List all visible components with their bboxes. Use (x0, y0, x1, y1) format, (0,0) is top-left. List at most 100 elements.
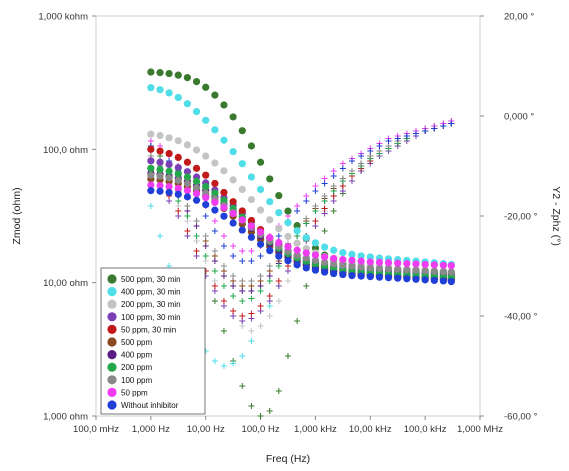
zmod-point (238, 226, 246, 234)
zmod-point (192, 164, 201, 172)
zmod-point (284, 243, 292, 251)
zmod-point (202, 171, 210, 179)
zmod-point (192, 78, 201, 86)
zmod-point (311, 256, 320, 264)
legend-label: 400 ppm (121, 351, 152, 360)
zmod-point (266, 233, 274, 242)
zmod-point (321, 243, 329, 251)
phase-point (294, 318, 301, 324)
phase-point (348, 168, 355, 174)
zmod-point (183, 158, 192, 166)
legend-marker (107, 350, 117, 360)
zmod-point (247, 233, 256, 241)
zmod-point (211, 126, 219, 134)
zmod-point (202, 116, 210, 124)
zmod-point (165, 134, 173, 142)
phase-point (257, 303, 264, 309)
zmod-point (238, 207, 246, 215)
zmod-point (348, 271, 356, 280)
phase-point (239, 288, 246, 294)
phase-point (275, 298, 282, 304)
zmod-point (156, 181, 164, 190)
zmod-point (275, 252, 283, 260)
phase-point (230, 283, 237, 289)
phase-point (211, 283, 218, 289)
legend-marker (107, 287, 117, 297)
legend-label: 500 ppm, 30 min (121, 275, 181, 284)
zmod-point (165, 167, 173, 175)
phase-series-group (147, 120, 455, 284)
phase-point (412, 130, 419, 137)
zmod-point (293, 227, 301, 235)
zmod-point (211, 159, 219, 167)
zmod-series-group (147, 181, 455, 270)
phase-point (220, 283, 227, 289)
zmod-point (238, 160, 246, 168)
zmod-point (174, 71, 182, 79)
zmod-point (165, 160, 173, 169)
phase-point (376, 143, 383, 149)
legend-label: 400 ppm, 30 min (121, 288, 181, 297)
zmod-point (174, 190, 182, 198)
zmod-point (192, 190, 201, 198)
phase-point (193, 218, 200, 224)
legend-label: 50 ppm (121, 388, 148, 397)
zmod-point (147, 84, 155, 92)
phase-point (339, 165, 346, 172)
zmod-point (394, 274, 402, 282)
zmod-point (302, 249, 310, 257)
zmod-point (275, 209, 283, 217)
phase-point (348, 158, 355, 164)
zmod-point (202, 201, 210, 209)
zmod-point (339, 270, 347, 279)
phase-point (321, 180, 328, 187)
zmod-point (311, 239, 320, 247)
zmod-point (439, 277, 447, 285)
zmod-point (348, 262, 356, 270)
zmod-point (284, 207, 292, 215)
zmod-point (192, 107, 201, 116)
x-tick-label: 100,0 mHz (73, 424, 119, 435)
zmod-point (284, 257, 292, 265)
right-y-axis-title: Y2 - Zphz (°) (550, 186, 562, 246)
legend-label: 100 ppm (121, 376, 152, 385)
phase-point (275, 278, 282, 284)
phase-point (330, 208, 337, 214)
legend-box (100, 267, 206, 415)
zmod-point (165, 69, 173, 78)
zmod-point (339, 255, 347, 264)
zmod-series-group (147, 187, 455, 286)
zmod-point (339, 261, 347, 269)
legend-marker (107, 362, 117, 372)
phase-point (230, 360, 237, 367)
legend-label: 50 ppm, 30 min (121, 325, 176, 334)
zmod-point (202, 193, 210, 202)
x-tick-label: 100,0 Hz (242, 424, 280, 435)
phase-point (220, 243, 227, 249)
phase-point (211, 218, 218, 224)
phase-point (184, 213, 191, 219)
right-y-tick-label: 0,000 ° (504, 112, 534, 123)
zmod-point (147, 145, 155, 153)
legend-items: 500 ppm, 30 min 400 ppm, 30 min 200 ppm, 3… (107, 274, 181, 410)
left-y-axis-ticks: 1,000 ohm 10,00 ohm 100,0 ohm 1,000 kohm (38, 12, 96, 423)
zmod-point (211, 91, 219, 99)
x-tick-label: 1,000 Hz (132, 424, 170, 435)
zmod-point (192, 146, 201, 154)
zmod-point (174, 170, 182, 178)
legend-marker (107, 299, 117, 309)
phase-point (211, 258, 218, 264)
zmod-point (202, 83, 210, 91)
phase-point (239, 258, 246, 264)
zmod-point (256, 185, 265, 194)
phase-point (275, 233, 282, 239)
phase-point (202, 253, 209, 259)
zmod-point (366, 258, 374, 266)
x-axis-ticks: 100,0 mHz 1,000 Hz 10,00 Hz 100,0 Hz 1,000 k… (73, 416, 503, 435)
legend-marker (107, 337, 117, 347)
zmod-point (275, 238, 283, 247)
phase-point (284, 278, 291, 284)
zmod-point (330, 269, 338, 278)
phase-point (294, 208, 301, 214)
zmod-point (165, 183, 173, 191)
